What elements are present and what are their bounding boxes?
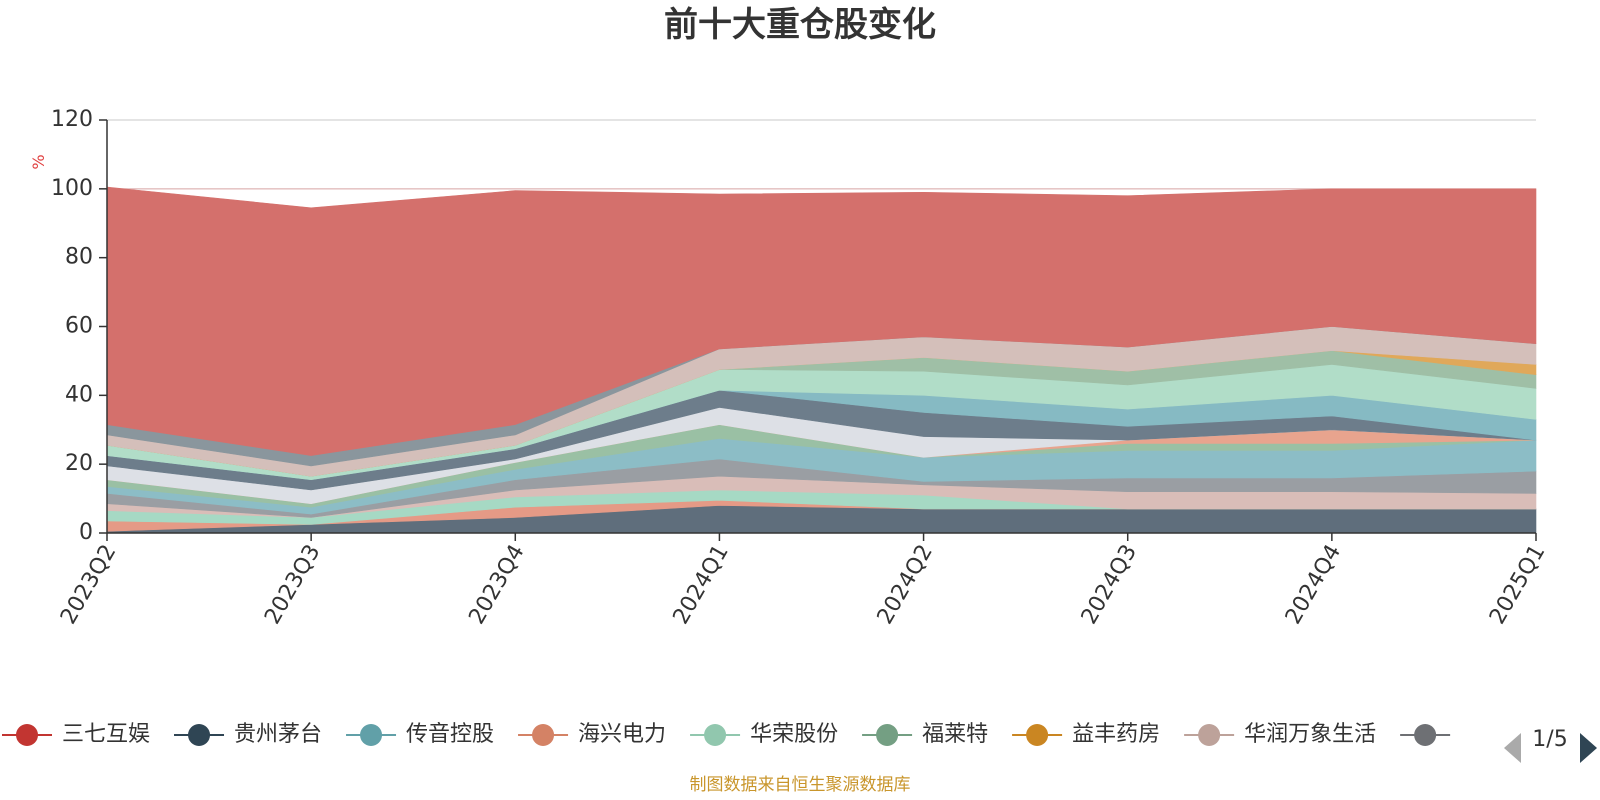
y-tick-label: 60 (65, 314, 93, 339)
x-tick-label: 2024Q1 (669, 541, 734, 629)
y-tick-label: 80 (65, 245, 93, 270)
legend-item[interactable]: 福莱特 (862, 722, 988, 747)
legend-page-indicator: 1/5 (1532, 727, 1567, 752)
legend-label: 传音控股 (406, 722, 494, 747)
legend-item[interactable]: 传音控股 (346, 722, 494, 747)
legend-marker-icon (1414, 724, 1437, 746)
legend-marker-icon (876, 724, 899, 746)
legend-marker-icon (16, 724, 38, 746)
legend-item[interactable] (1400, 724, 1451, 746)
legend-label: 华荣股份 (750, 722, 838, 747)
x-tick-label: 2024Q4 (1281, 541, 1346, 629)
area-series (106, 186, 1537, 534)
legend-label: 福莱特 (922, 722, 988, 747)
legend-label: 贵州茅台 (234, 722, 322, 747)
legend-pager: 1/5 (1504, 727, 1597, 763)
legend-item[interactable]: 益丰药房 (1012, 722, 1160, 747)
legend-item[interactable]: 三七互娱 (2, 722, 150, 747)
legend-marker-icon (360, 724, 383, 746)
x-tick-label: 2023Q4 (464, 541, 529, 629)
legend-label: 益丰药房 (1072, 722, 1160, 747)
legend-label: 华润万象生活 (1244, 722, 1376, 747)
x-tick-label: 2023Q3 (260, 541, 325, 629)
legend-next-icon[interactable] (1580, 733, 1597, 763)
x-tick-label: 2023Q2 (56, 541, 121, 629)
y-tick-labels: 0 20 40 60 80 100 120 (51, 107, 93, 545)
legend-marker-icon (188, 724, 211, 746)
legend-marker-icon (1026, 724, 1049, 746)
x-tick-label: 2024Q2 (873, 541, 938, 629)
legend: 三七互娱 贵州茅台 传音控股 海兴电力 华荣股份 福莱特 益丰药房 华润万象生活 (2, 722, 1451, 747)
legend-marker-icon (532, 724, 555, 746)
legend-item[interactable]: 华荣股份 (690, 722, 838, 747)
y-tick-label: 120 (51, 107, 93, 132)
y-axis-unit: % (29, 154, 48, 169)
legend-label: 海兴电力 (578, 722, 666, 747)
y-tick-label: 100 (51, 176, 93, 201)
legend-marker-icon (1198, 724, 1221, 746)
legend-item[interactable]: 华润万象生活 (1184, 722, 1376, 747)
legend-label: 三七互娱 (62, 722, 150, 747)
y-tick-label: 0 (79, 520, 93, 545)
data-source-note: 制图数据来自恒生聚源数据库 (690, 775, 911, 795)
y-tick-label: 40 (65, 382, 93, 407)
legend-item[interactable]: 海兴电力 (518, 722, 666, 747)
legend-prev-icon[interactable] (1504, 733, 1521, 763)
axes (99, 119, 1537, 541)
chart-title: 前十大重仓股变化 (664, 5, 936, 45)
x-tick-label: 2024Q3 (1077, 541, 1142, 629)
legend-marker-icon (704, 724, 727, 746)
x-tick-labels: 2023Q2 2023Q3 2023Q4 2024Q1 2024Q2 2024Q3 2024… (56, 541, 1550, 629)
x-tick-label: 2025Q1 (1485, 541, 1550, 629)
series-top-red-area (106, 186, 1537, 456)
legend-item[interactable]: 贵州茅台 (174, 722, 322, 747)
y-tick-label: 20 (65, 451, 93, 476)
